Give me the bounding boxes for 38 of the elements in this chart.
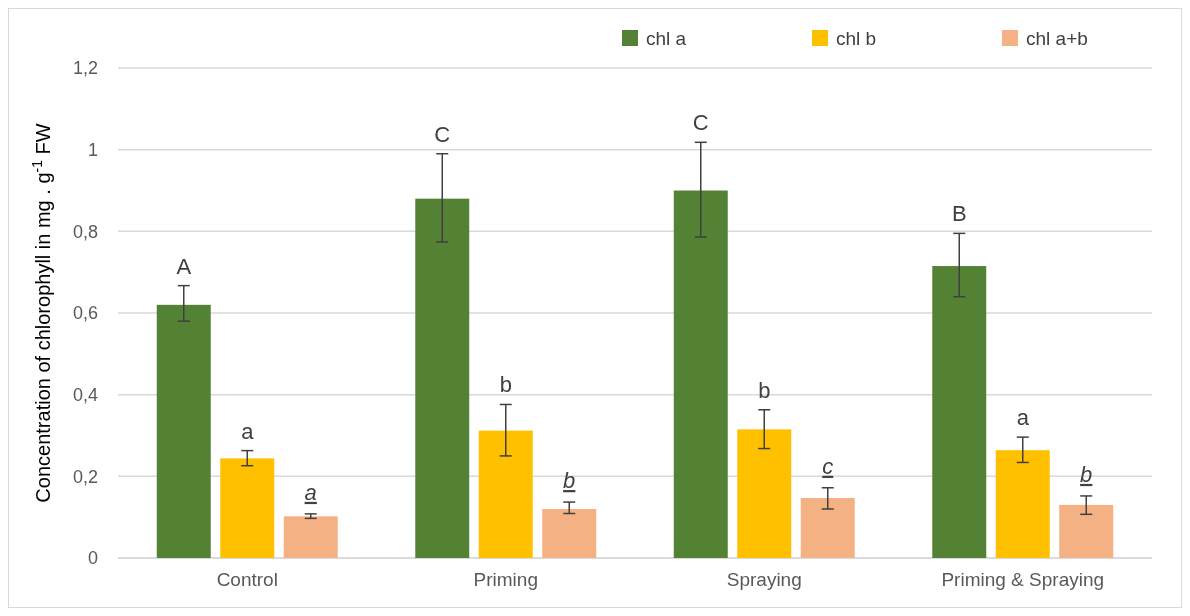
annotation: a <box>1016 405 1030 431</box>
x-tick-label: Control <box>216 569 278 590</box>
y-tick-label: 0,8 <box>72 221 98 242</box>
bar <box>673 190 728 558</box>
annotation: B <box>951 201 967 227</box>
annotation: b <box>1080 461 1093 487</box>
annotation: A <box>176 253 192 279</box>
y-tick-label: 0,4 <box>72 384 98 405</box>
bar <box>156 304 211 558</box>
annotation: b <box>563 468 576 494</box>
x-tick-label: Priming & Spraying <box>941 569 1105 590</box>
bar <box>800 497 855 558</box>
legend-label: chl a <box>646 27 687 49</box>
y-tick-label: 0,6 <box>72 303 98 324</box>
bar <box>220 458 275 558</box>
annotation: c <box>822 453 834 479</box>
bar <box>932 266 987 558</box>
legend-label: chl a+b <box>1026 27 1088 49</box>
bar <box>283 516 338 558</box>
annotation: a <box>241 418 255 444</box>
legend-label: chl b <box>836 27 877 49</box>
bar <box>415 198 470 558</box>
x-tick-label: Priming <box>473 569 538 590</box>
y-tick-label: 0,2 <box>72 466 98 487</box>
x-tick-label: Spraying <box>726 569 802 590</box>
bar <box>995 450 1050 558</box>
annotation: C <box>434 121 451 147</box>
bar <box>478 430 533 558</box>
annotation: b <box>499 372 512 398</box>
y-tick-label: 0 <box>87 548 98 569</box>
bar <box>542 509 597 558</box>
bar <box>1059 504 1114 558</box>
y-tick-label: 1 <box>87 139 98 160</box>
annotation: C <box>692 110 709 136</box>
bar <box>737 429 792 558</box>
annotation: a <box>304 479 317 505</box>
annotation: b <box>758 377 771 403</box>
y-tick-label: 1,2 <box>72 58 98 79</box>
